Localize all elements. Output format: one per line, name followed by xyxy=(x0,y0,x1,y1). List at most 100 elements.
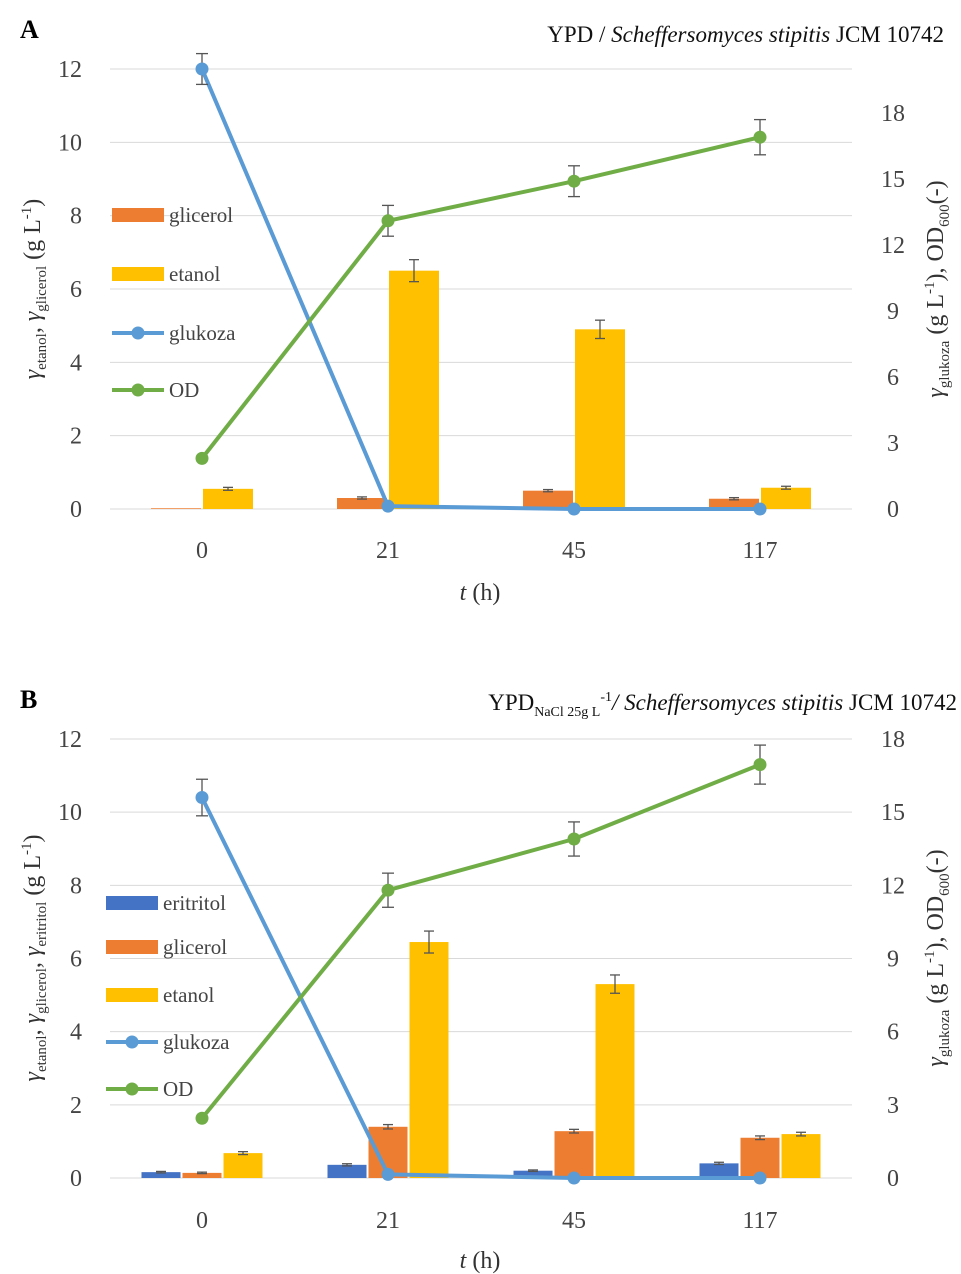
panel-a-right-tick-label: 3 xyxy=(887,431,899,457)
panel-a-x-axis-ticks: 0 21 45 117 xyxy=(196,538,778,564)
panel-b-point-OD-21 xyxy=(381,883,395,897)
panel-a-left-tick-label: 10 xyxy=(58,130,82,156)
panel-b-point-OD-117 xyxy=(753,758,767,772)
panel-b-bars xyxy=(141,930,821,1178)
panel-b-point-glukoza-117 xyxy=(753,1171,767,1185)
panel-a-legend-swatch-glicerol xyxy=(112,208,164,222)
panel-a-bar-glicerol-0 xyxy=(151,508,201,509)
panel-b-point-glukoza-45 xyxy=(567,1171,581,1185)
panel-a-line-OD xyxy=(200,135,761,460)
panel-b-legend-swatch-eritritol xyxy=(106,896,158,910)
panel-a-legend-marker-OD xyxy=(131,383,145,397)
panel-b-bar-eritritol-117 xyxy=(699,1163,739,1178)
panel-b-right-tick-label: 6 xyxy=(887,1020,899,1046)
panel-b-right-axis-title: γglukoza (g L-1), OD600(-) xyxy=(922,849,953,1066)
panel-b-bar-glicerol-45 xyxy=(554,1131,594,1178)
panel-a-title: YPD / Scheffersomyces stipitis JCM 10742 xyxy=(547,22,944,47)
panel-a-left-tick-label: 8 xyxy=(70,204,82,230)
panel-b-bar-eritritol-45 xyxy=(513,1170,553,1178)
panel-a-bar-etanol-117 xyxy=(761,487,811,509)
panel-b-left-tick-label: 8 xyxy=(70,873,82,899)
panel-b-left-tick-label: 4 xyxy=(70,1020,82,1046)
panel-a-point-glukoza-117 xyxy=(753,502,767,516)
panel-a-bar-glicerol-45 xyxy=(523,490,573,509)
panel-b-right-axis-ticks: 0 3 6 9 12 15 18 xyxy=(881,727,905,1192)
panel-a-legend-swatch-etanol xyxy=(112,267,164,281)
panel-b-x-tick-label: 0 xyxy=(196,1208,208,1234)
panel-b-bar-etanol-117 xyxy=(781,1134,821,1178)
panel-b-bar-etanol-21 xyxy=(409,942,449,1178)
panel-b-legend-marker-glukoza xyxy=(125,1035,139,1049)
panel-b-x-axis-symbol: t xyxy=(460,1248,468,1274)
panel-b-x-axis-title: t (h) xyxy=(460,1248,501,1274)
panel-b-x-axis-unit: (h) xyxy=(466,1248,500,1274)
panel-a-point-glukoza-21 xyxy=(381,499,395,513)
panel-b-left-axis-title: γetanol, γglicerol, γeritritol (g L-1) xyxy=(19,834,50,1081)
panel-a-left-axis-title: γetanol, γglicerol (g L-1) xyxy=(19,199,50,380)
panel-a-lines xyxy=(195,52,767,516)
panel-b-right-tick-label: 3 xyxy=(887,1093,899,1119)
panel-b-bar-glicerol-0 xyxy=(182,1172,222,1178)
panel-a-right-tick-label: 6 xyxy=(887,365,899,391)
panel-b-legend-marker-OD xyxy=(125,1082,139,1096)
panel-b-point-OD-0 xyxy=(195,1111,209,1125)
panel-a-bar-glicerol-21 xyxy=(337,498,387,509)
panel-b-legend-label-glicerol: glicerol xyxy=(163,935,227,959)
panel-a-left-tick-label: 12 xyxy=(58,57,82,83)
panel-a-point-OD-117 xyxy=(753,130,767,144)
panel-b-title-species: / Scheffersomyces stipitis xyxy=(610,690,843,715)
panel-a-right-axis-title: γglukoza (g L-1), OD600(-) xyxy=(922,180,953,397)
panel-b-chart: B YPDNaCl 25g L-1/ Scheffersomyces stipi… xyxy=(19,685,957,1274)
panel-a-x-tick-label: 0 xyxy=(196,538,208,564)
panel-b-right-tick-label: 12 xyxy=(881,873,905,899)
panel-b-title-medium: YPD xyxy=(488,690,534,715)
panel-b-left-axis-ticks: 0 2 4 6 8 10 12 xyxy=(58,727,82,1192)
panel-a-point-glukoza-45 xyxy=(567,502,581,516)
panel-b-legend-label-OD: OD xyxy=(163,1077,193,1101)
panel-a-bar-etanol-45 xyxy=(575,329,625,509)
panel-a-point-OD-45 xyxy=(567,174,581,188)
panel-b-point-glukoza-21 xyxy=(381,1167,395,1181)
panel-b-line-OD xyxy=(200,762,761,1120)
panel-b-legend: eritritol glicerol etanol glukoza OD xyxy=(106,891,230,1101)
panel-a-point-glukoza-0 xyxy=(195,62,209,76)
panel-b-left-tick-label: 12 xyxy=(58,727,82,753)
panel-a-title-strain: JCM 10742 xyxy=(830,22,944,47)
panel-b-point-OD-45 xyxy=(567,832,581,846)
panel-a-chart: A YPD / Scheffersomyces stipitis JCM 107… xyxy=(19,15,953,606)
panel-a-bar-etanol-0 xyxy=(203,488,253,509)
panel-a-right-axis-ticks: 0 3 6 9 12 15 18 xyxy=(881,101,905,523)
panel-a-bars xyxy=(151,259,811,509)
panel-a-x-axis-unit: (h) xyxy=(466,580,500,606)
panel-b-x-axis-ticks: 0 21 45 117 xyxy=(196,1208,778,1234)
panel-a-gridlines xyxy=(110,68,852,510)
panel-a-left-tick-label: 2 xyxy=(70,424,82,450)
panel-a-point-OD-0 xyxy=(195,451,209,465)
panel-a-title-medium: YPD / xyxy=(547,22,611,47)
panel-b-legend-label-glukoza: glukoza xyxy=(163,1030,230,1054)
panel-a-legend: glicerol etanol glukoza OD xyxy=(112,203,236,402)
panel-a-right-tick-label: 18 xyxy=(881,101,905,127)
panel-b-title-exponent: -1 xyxy=(600,690,612,705)
panel-b-x-tick-label: 117 xyxy=(742,1208,777,1234)
panel-b-title-strain: JCM 10742 xyxy=(843,690,957,715)
panel-b-bar-etanol-45 xyxy=(595,984,635,1178)
panel-a-legend-label-etanol: etanol xyxy=(169,262,220,286)
panel-a-right-tick-label: 15 xyxy=(881,167,905,193)
panel-b-right-tick-label: 9 xyxy=(887,947,899,973)
panel-b-bar-etanol-0 xyxy=(223,1153,263,1178)
panel-a-x-tick-label: 45 xyxy=(562,538,586,564)
panel-b-legend-swatch-glicerol xyxy=(106,940,158,954)
panel-b-bar-glicerol-117 xyxy=(740,1137,780,1178)
panel-b-left-tick-label: 0 xyxy=(70,1166,82,1192)
panel-a-legend-marker-glukoza xyxy=(131,326,145,340)
panel-a-x-tick-label: 117 xyxy=(742,538,777,564)
panel-a-left-tick-label: 0 xyxy=(70,497,82,523)
panel-a-legend-label-glukoza: glukoza xyxy=(169,321,236,345)
panel-b-right-tick-label: 0 xyxy=(887,1166,899,1192)
panel-a-line-glukoza xyxy=(200,68,760,511)
panel-b-legend-label-eritritol: eritritol xyxy=(163,891,226,915)
panel-b-legend-label-etanol: etanol xyxy=(163,983,214,1007)
panel-a-bar-etanol-21 xyxy=(389,270,439,509)
panel-b-line-glukoza xyxy=(200,796,760,1180)
